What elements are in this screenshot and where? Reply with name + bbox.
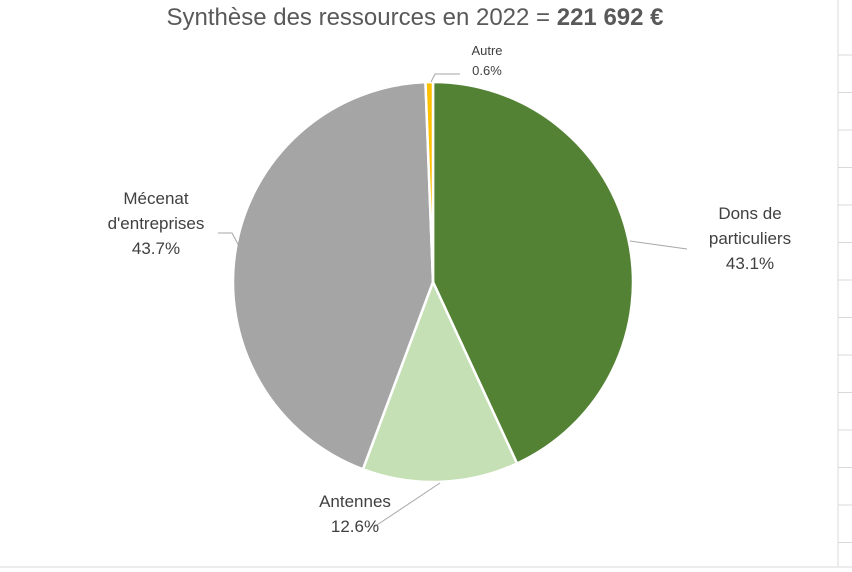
data-label-category: Autre bbox=[471, 43, 502, 58]
data-label-category: particuliers bbox=[709, 229, 791, 248]
data-label-value: 43.1% bbox=[726, 254, 774, 273]
chart-title: Synthèse des ressources en 2022 = 221 69… bbox=[0, 4, 830, 32]
data-label-value: 12.6% bbox=[331, 517, 379, 536]
leader-line bbox=[218, 232, 241, 249]
chart-title-text: Synthèse des ressources en 2022 = bbox=[166, 4, 557, 31]
pie-slice-dons-de-particuliers bbox=[431, 80, 635, 465]
leader-lines bbox=[218, 73, 688, 528]
data-label-category: Antennes bbox=[319, 492, 391, 511]
data-label-category: Dons de bbox=[718, 204, 781, 223]
pie-slice-antennes bbox=[361, 280, 519, 484]
data-labels: Dons de particuliers 43.1% Antennes 12.6% Méc… bbox=[108, 43, 792, 536]
leader-line bbox=[629, 240, 688, 250]
data-label-value: 43.7% bbox=[132, 239, 180, 258]
pie-slice-autre bbox=[424, 80, 435, 284]
data-label-category: Mécenat bbox=[123, 189, 188, 208]
chart-title-amount: 221 692 € bbox=[556, 4, 664, 31]
data-label-value: 0.6% bbox=[472, 63, 502, 78]
pie-slices bbox=[231, 80, 635, 484]
data-label-category: d'entreprises bbox=[108, 214, 205, 233]
leader-line bbox=[430, 73, 460, 83]
leader-line bbox=[373, 482, 441, 528]
pie-slice-mécenat-d-entreprises bbox=[231, 80, 435, 471]
